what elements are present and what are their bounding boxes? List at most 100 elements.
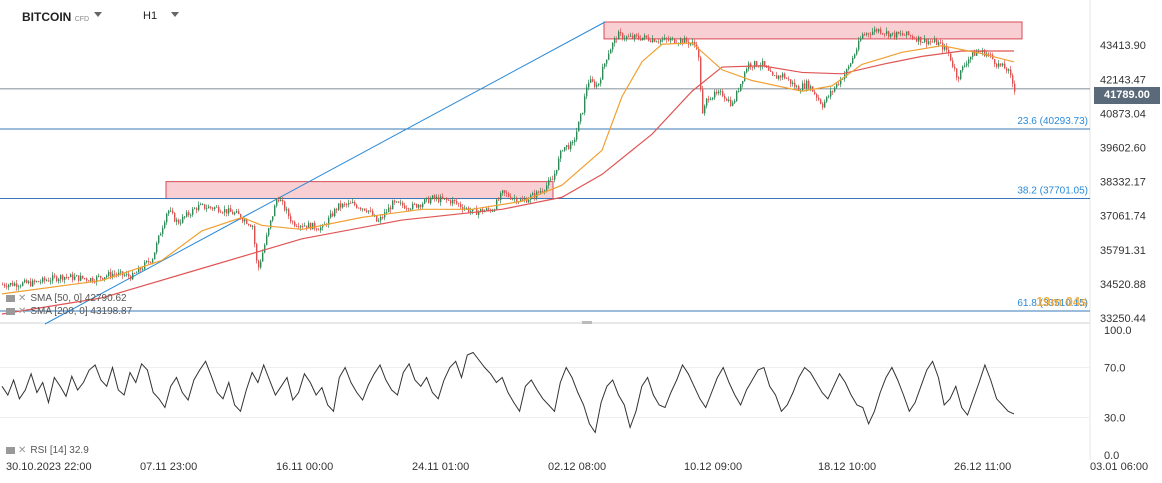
y-tick-label: 37061.74 — [1100, 211, 1146, 223]
candle — [382, 214, 384, 220]
candle-body — [252, 226, 254, 227]
candle-body — [804, 83, 806, 89]
candle — [430, 196, 432, 205]
candle — [42, 276, 44, 284]
candle-body — [508, 193, 510, 197]
candle — [428, 196, 430, 204]
candle — [204, 204, 206, 211]
candle-body — [202, 204, 204, 206]
candle — [368, 210, 370, 215]
candle — [782, 72, 784, 81]
candle — [346, 202, 348, 208]
candle-body — [138, 267, 140, 273]
candle-body — [456, 201, 458, 204]
candle-body — [574, 139, 576, 143]
candle-body — [38, 281, 40, 283]
candle — [380, 214, 382, 224]
candle — [416, 203, 418, 209]
candle — [616, 36, 618, 43]
symbol-selector[interactable]: BITCOIN CFD — [22, 10, 89, 24]
candle-body — [26, 280, 28, 284]
candle-body — [104, 277, 106, 280]
candle — [366, 208, 368, 214]
candle-body — [848, 66, 850, 70]
rsi-legend[interactable]: ✕ RSI [14] 32.9 — [6, 445, 89, 456]
candle — [8, 283, 10, 291]
candle — [372, 208, 374, 217]
candle-body — [868, 33, 870, 35]
candle-body — [660, 39, 662, 42]
candle-body — [364, 208, 366, 211]
candle — [170, 207, 172, 213]
indicator-settings-icon[interactable] — [6, 307, 15, 315]
candle-body — [520, 199, 522, 202]
indicator-settings-icon[interactable] — [6, 294, 15, 302]
indicator-close-icon[interactable]: ✕ — [18, 445, 27, 456]
candle — [184, 216, 186, 220]
candle-body — [330, 213, 332, 218]
candle-body — [248, 223, 250, 226]
candle — [648, 34, 650, 42]
candle — [664, 34, 666, 41]
symbol-dropdown-icon[interactable] — [94, 12, 102, 17]
candle-body — [640, 38, 642, 41]
candle — [902, 30, 904, 37]
candle-body — [864, 34, 866, 35]
timeframe-dropdown-icon[interactable] — [171, 12, 179, 17]
timeframe-selector[interactable]: H1 — [143, 10, 158, 22]
candle — [958, 75, 960, 83]
candle — [934, 35, 936, 44]
indicator-settings-icon[interactable] — [6, 446, 15, 454]
candle — [26, 278, 28, 284]
candle — [250, 223, 252, 228]
candle-body — [276, 199, 278, 206]
indicator-close-icon[interactable]: ✕ — [18, 306, 27, 317]
candle-body — [620, 31, 622, 34]
candle — [786, 77, 788, 80]
candle — [988, 52, 990, 57]
candle-body — [200, 204, 202, 206]
candle — [570, 140, 572, 152]
candle-body — [716, 91, 718, 94]
candle-body — [904, 34, 906, 36]
indicator-close-icon[interactable]: ✕ — [18, 293, 27, 304]
candle — [584, 93, 586, 116]
candle — [228, 205, 230, 217]
sma200-legend[interactable]: ✕ SMA [200, 0] 43198.87 — [6, 306, 132, 317]
candle-body — [378, 220, 380, 222]
candle — [598, 83, 600, 87]
candle — [212, 206, 214, 211]
candle-body — [154, 252, 156, 260]
candle-body — [866, 33, 868, 35]
candle-body — [856, 49, 858, 55]
candle-body — [192, 208, 194, 215]
candle-body — [216, 206, 218, 208]
candle-body — [618, 31, 620, 40]
candle — [788, 76, 790, 81]
candle-body — [134, 272, 136, 274]
candle-body — [136, 272, 138, 274]
symbol-name: BITCOIN — [22, 10, 72, 24]
candle — [252, 224, 254, 230]
candle — [614, 36, 616, 47]
candle-body — [394, 200, 396, 203]
candle — [828, 94, 830, 99]
candle-body — [78, 275, 80, 281]
candle-body — [672, 38, 674, 40]
candle-body — [272, 216, 274, 221]
candle-body — [198, 204, 200, 210]
y-tick-label: 35791.31 — [1100, 245, 1146, 257]
candle-body — [10, 283, 12, 285]
candle-body — [370, 210, 372, 212]
candle — [218, 204, 220, 214]
candle-body — [600, 79, 602, 84]
candle-body — [632, 35, 634, 39]
candle-body — [382, 216, 384, 218]
candle-body — [930, 41, 932, 43]
candle — [412, 201, 414, 211]
candle — [622, 32, 624, 41]
candle — [560, 149, 562, 163]
candle-body — [522, 199, 524, 201]
sma50-legend[interactable]: ✕ SMA [50, 0] 42790.62 — [6, 293, 127, 304]
